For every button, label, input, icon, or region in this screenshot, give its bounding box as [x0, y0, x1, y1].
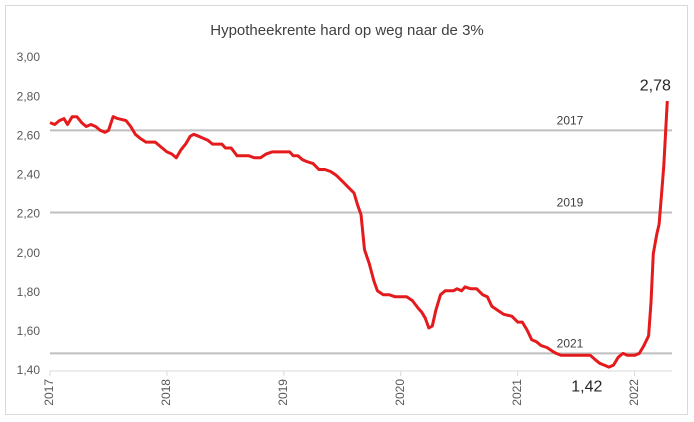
line-series: [49, 100, 669, 369]
x-tick-label: 2019: [276, 379, 290, 406]
chart-border: [5, 5, 688, 415]
x-tick-label: 2022: [627, 379, 641, 406]
data-label: 2,78: [640, 77, 671, 94]
y-tick-label: 1,80: [17, 285, 41, 299]
reference-label: 2017: [557, 114, 584, 128]
y-tick-label: 2,40: [17, 168, 41, 182]
y-tick-label: 1,40: [17, 363, 41, 377]
x-tick-label: 2020: [393, 379, 407, 406]
chart-title: Hypotheekrente hard op weg naar de 3%: [210, 22, 484, 39]
y-tick-label: 2,60: [17, 128, 41, 142]
x-tick-label: 2018: [159, 379, 173, 406]
reference-label: 2021: [557, 337, 584, 351]
x-tick-label: 2021: [510, 379, 524, 406]
y-tick-label: 2,20: [17, 207, 41, 221]
y-tick-label: 2,00: [17, 246, 41, 260]
x-tick-label: 2017: [42, 379, 56, 406]
y-tick-label: 3,00: [17, 50, 41, 64]
y-tick-label: 2,80: [17, 89, 41, 103]
y-tick-label: 1,60: [17, 324, 41, 338]
data-label: 1,42: [571, 378, 602, 395]
reference-label: 2019: [557, 196, 584, 210]
